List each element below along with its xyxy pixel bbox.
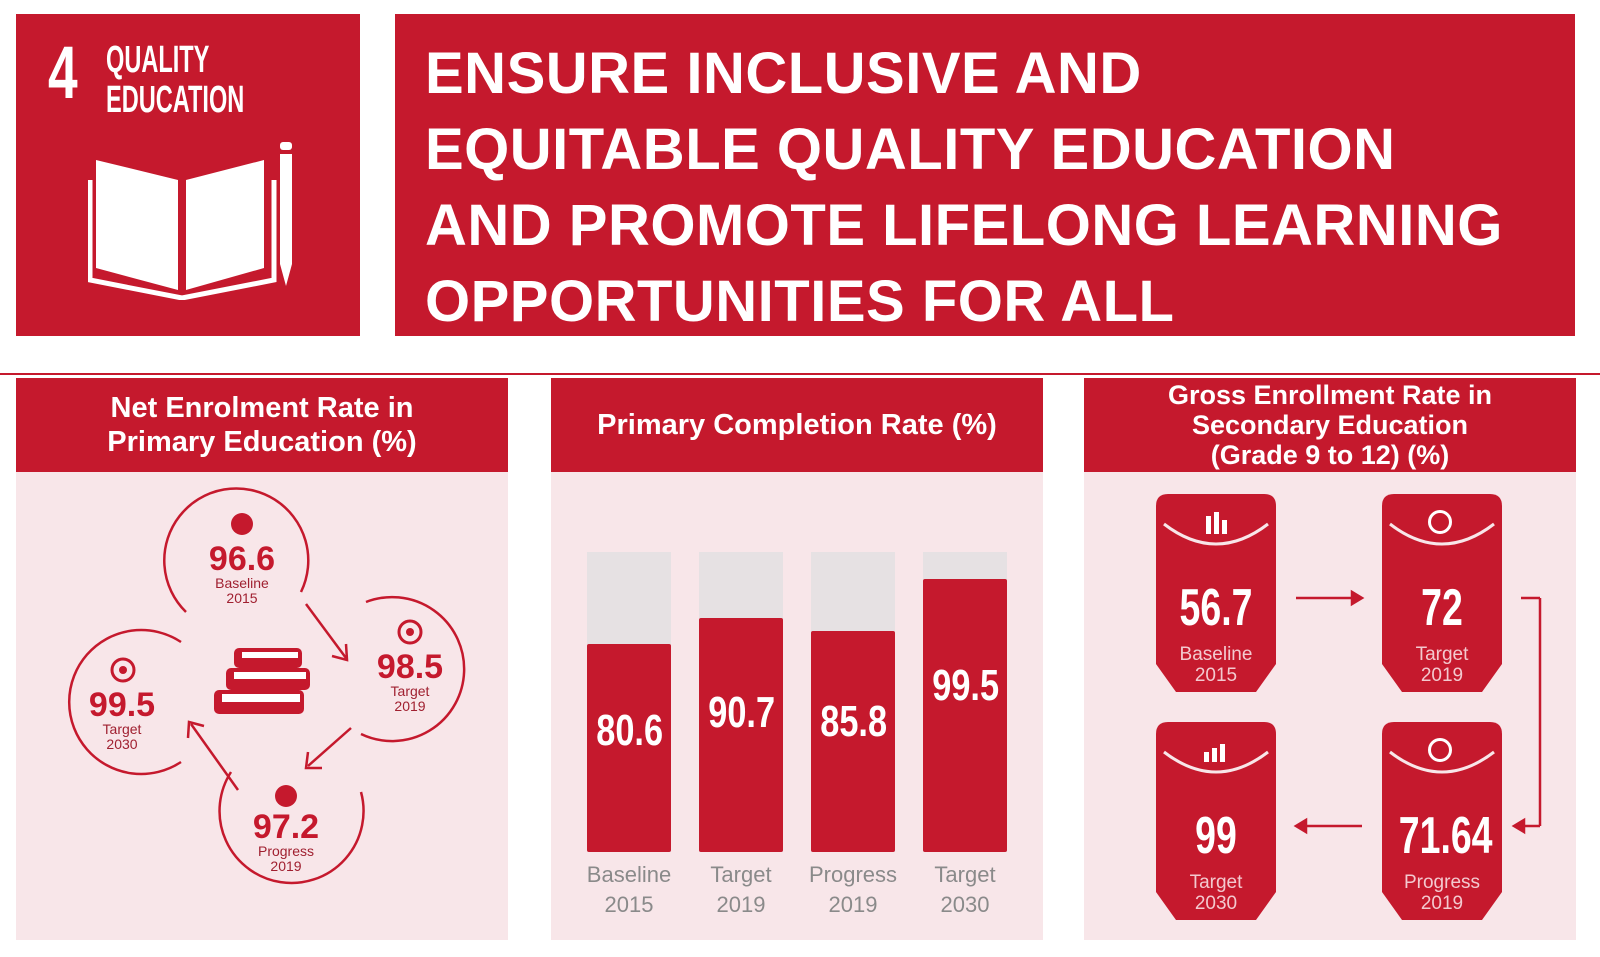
primary-completion-panel: 80.6 Baseline 2015 90.7 Target 2019 85.8 Progre…: [551, 472, 1043, 940]
netenrol-baseline-label: Baseline 2015: [215, 575, 269, 606]
netenrol-progress-value: 97.2: [252, 808, 320, 846]
gross-enrollment-title-line2: Secondary Education: [1191, 410, 1469, 440]
bar-fill: [811, 631, 895, 852]
target-icon: [110, 657, 136, 683]
ger-baseline-label: Baseline 2015: [1179, 644, 1253, 686]
bar-chart-icon: [231, 513, 253, 535]
goal-title-line1: QUALITY: [106, 39, 210, 81]
netenrol-target2030-value: 99.5: [88, 686, 156, 724]
goal-headline: ENSURE INCLUSIVE AND EQUITABLE QUALITY E…: [425, 36, 1565, 340]
section-divider: [0, 373, 1600, 375]
target-icon: [1428, 738, 1452, 762]
bar-chart-icon: [1204, 512, 1228, 534]
ger-progress-tag: 71.64 Progress 2019: [1382, 722, 1502, 920]
ger-target2030-tag: 99 Target 2030: [1156, 722, 1276, 920]
headline-line1: ENSURE INCLUSIVE AND: [425, 41, 1142, 106]
bar-fill: [587, 644, 671, 852]
bar-label: Target 2030: [934, 862, 996, 917]
headline-line3: AND PROMOTE LIFELONG LEARNING: [425, 193, 1503, 258]
goal-title-line2: EDUCATION: [106, 79, 245, 121]
ger-target2019-label: Target 2019: [1415, 644, 1469, 686]
ger-progress-label: Progress 2019: [1403, 872, 1481, 914]
bar-label: Progress 2019: [808, 862, 898, 917]
cycle-diagram: [67, 487, 466, 885]
bar-label: Baseline 2015: [586, 862, 672, 917]
progress-chart-icon: [275, 785, 297, 807]
gross-enrollment-title-line1: Gross Enrollment Rate in: [1167, 380, 1493, 410]
bar-value: 80.6: [596, 706, 664, 756]
bar-value: 99.5: [932, 660, 1000, 710]
net-enrolment-title-line1: Net Enrolment Rate in: [110, 392, 414, 424]
ger-target2030-value: 99: [1195, 807, 1237, 865]
ger-baseline-tag: 56.7 Baseline 2015: [1156, 494, 1276, 692]
net-enrolment-title: Net Enrolment Rate in Primary Education …: [16, 378, 508, 472]
stack-of-books-icon: [214, 648, 310, 714]
bar-value: 85.8: [820, 697, 888, 747]
headline-line2: EQUITABLE QUALITY EDUCATION: [425, 117, 1396, 182]
ger-target2019-tag: 72 Target 2019: [1382, 494, 1502, 692]
goal-number: 4: [48, 31, 78, 114]
headline-line4: OPPORTUNITIES FOR ALL: [425, 269, 1175, 334]
gross-enrollment-title-line3: (Grade 9 to 12) (%): [1210, 440, 1450, 470]
bar-fill: [699, 618, 783, 852]
book-and-pencil-icon: [88, 142, 292, 300]
primary-completion-title: Primary Completion Rate (%): [551, 378, 1043, 472]
ger-target2030-label: Target 2030: [1189, 872, 1243, 914]
target-icon: [397, 619, 423, 645]
tag-arrows: [1293, 589, 1542, 835]
goal-headline-banner: ENSURE INCLUSIVE AND EQUITABLE QUALITY E…: [395, 14, 1575, 336]
bar-value: 90.7: [708, 688, 776, 738]
netenrol-progress-label: Progress 2019: [257, 843, 315, 874]
netenrol-baseline-value: 96.6: [208, 540, 276, 578]
bar-label: Target 2019: [710, 862, 772, 917]
gross-enrollment-panel: 56.7 Baseline 2015 72 Target 2019 99 Targe…: [1084, 472, 1576, 940]
ger-target2019-value: 72: [1421, 579, 1463, 637]
target-icon: [1428, 510, 1452, 534]
ger-progress-value: 71.64: [1398, 807, 1493, 865]
bar-fill: [923, 579, 1007, 852]
sdg4-logo: 4 QUALITY EDUCATION: [16, 14, 360, 336]
netenrol-target2019-value: 98.5: [376, 648, 444, 686]
goal-title: QUALITY EDUCATION: [106, 40, 244, 120]
progress-chart-icon: [1202, 740, 1230, 762]
net-enrolment-panel: 96.6 Baseline 2015 98.5 Target 2019 97.2 P…: [16, 472, 508, 940]
gross-enrollment-title: Gross Enrollment Rate in Secondary Educa…: [1084, 378, 1576, 472]
net-enrolment-title-line2: Primary Education (%): [107, 426, 417, 458]
netenrol-target2030-label: Target 2030: [102, 721, 142, 752]
ger-baseline-value: 56.7: [1179, 579, 1253, 637]
netenrol-target2019-label: Target 2019: [390, 683, 430, 714]
